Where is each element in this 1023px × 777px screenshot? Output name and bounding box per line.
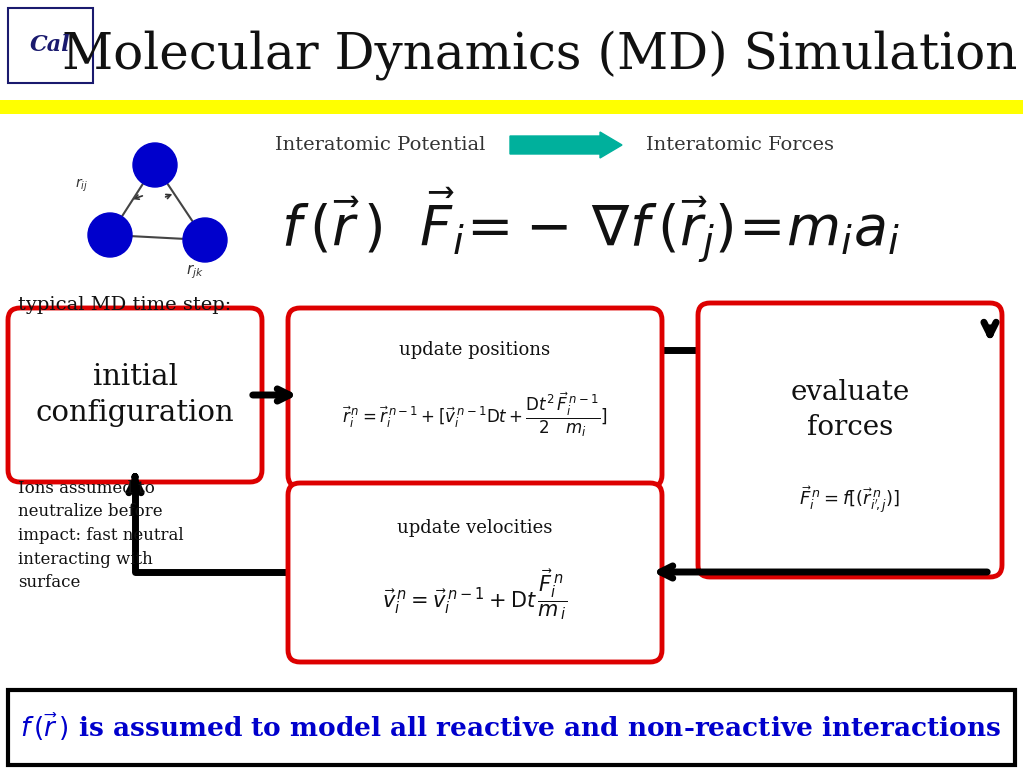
Circle shape <box>88 213 132 257</box>
Text: Interatomic Potential: Interatomic Potential <box>275 136 485 154</box>
Text: Molecular Dynamics (MD) Simulation: Molecular Dynamics (MD) Simulation <box>62 30 1018 80</box>
Bar <box>8 690 1015 765</box>
Circle shape <box>183 218 227 262</box>
FancyArrow shape <box>510 132 622 158</box>
Text: evaluate
forces: evaluate forces <box>791 379 909 441</box>
Text: Cal: Cal <box>30 34 71 56</box>
Text: $\vec{r}_i^{\,n} = \vec{r}_i^{\,n-1} + [\vec{v}_i^{\,n-1}\mathrm{D}t + \dfrac{\m: $\vec{r}_i^{\,n} = \vec{r}_i^{\,n-1} + [… <box>343 391 608 439</box>
Circle shape <box>133 143 177 187</box>
Text: update positions: update positions <box>399 341 550 359</box>
Text: typical MD time step:: typical MD time step: <box>18 296 231 314</box>
Text: $f\,(\vec{r}\,)$  $\vec{F}_i\! =\! -\,\nabla f\,(\vec{r}_j)\! =\! m_i a_i$: $f\,(\vec{r}\,)$ $\vec{F}_i\! =\! -\,\na… <box>280 185 899 265</box>
Text: update velocities: update velocities <box>397 519 552 537</box>
Text: Ions assumed to
neutralize before
impact: fast neutral
interacting with
surface: Ions assumed to neutralize before impact… <box>18 480 183 591</box>
Text: initial
configuration: initial configuration <box>36 363 234 427</box>
FancyBboxPatch shape <box>288 483 662 662</box>
Text: $\vec{v}_i^{\,n} = \vec{v}_i^{\,n-1} + \mathrm{D}t\,\dfrac{\vec{F}_i^{\,n}}{m_{\: $\vec{v}_i^{\,n} = \vec{v}_i^{\,n-1} + \… <box>383 567 568 622</box>
Bar <box>8 8 93 83</box>
Text: $f\,(\vec{r}\,)$ is assumed to model all reactive and non-reactive interactions: $f\,(\vec{r}\,)$ is assumed to model all… <box>20 711 1002 743</box>
FancyBboxPatch shape <box>288 308 662 487</box>
Bar <box>0 100 1023 114</box>
FancyBboxPatch shape <box>698 303 1002 577</box>
FancyBboxPatch shape <box>8 308 262 482</box>
Text: $r_{ij}$: $r_{ij}$ <box>76 176 89 193</box>
Text: Interatomic Forces: Interatomic Forces <box>646 136 834 154</box>
Text: $r_{jk}$: $r_{jk}$ <box>186 263 204 281</box>
Text: $\vec{F}_i^{\,n} = f[(\vec{r}_{i^{\prime}\!,j}^{\,n})]$: $\vec{F}_i^{\,n} = f[(\vec{r}_{i^{\prime… <box>799 485 900 515</box>
